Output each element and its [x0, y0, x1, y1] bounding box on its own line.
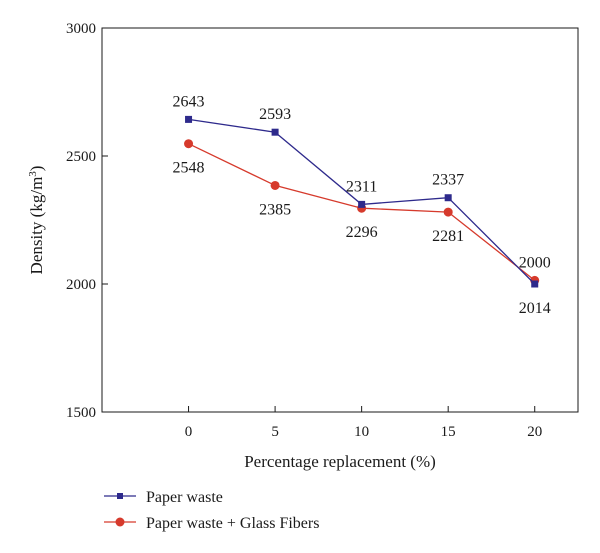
legend-label-paper-waste-glass-fibers: Paper waste + Glass Fibers [146, 515, 319, 532]
x-tick-label: 15 [441, 424, 456, 440]
y-tick-label: 1500 [66, 405, 96, 421]
x-tick-label: 10 [354, 424, 369, 440]
point-paper-waste-glass-fibers [270, 180, 280, 190]
point-paper-waste [531, 280, 539, 288]
ticks-layer: 1500 2000 2500 3000 0 5 10 15 20 [66, 21, 542, 440]
series-layer [184, 115, 540, 288]
y-axis-label: Density (kg/m3) [27, 166, 46, 275]
x-tick-label: 20 [527, 424, 542, 440]
plot-frame [101, 27, 579, 413]
data-label-paper-waste: 2014 [519, 300, 551, 317]
point-paper-waste-glass-fibers [443, 207, 453, 217]
y-axis-label-sup: 3 [27, 171, 39, 177]
data-label-paper-waste-glass-fibers: 2548 [173, 160, 205, 177]
data-label-paper-waste-glass-fibers: 2296 [346, 224, 378, 241]
point-paper-waste [444, 194, 452, 202]
y-axis-label-tail: ) [27, 166, 46, 172]
point-paper-waste [271, 128, 279, 136]
legend-label-paper-waste: Paper waste [146, 489, 223, 506]
y-tick-label: 3000 [66, 21, 96, 37]
data-labels-layer: 2643 2593 2311 2337 2014 2548 2385 2296 2281 2000 [173, 93, 551, 317]
legend-marker-paper-waste-glass-fibers [115, 517, 125, 527]
legend: Paper waste Paper waste + Glass Fibers [104, 489, 319, 532]
x-tick-label: 5 [271, 424, 279, 440]
point-paper-waste [358, 200, 366, 208]
y-tick-label: 2000 [66, 277, 96, 293]
data-label-paper-waste-glass-fibers: 2281 [432, 228, 464, 245]
x-axis-label: Percentage replacement (%) [244, 452, 436, 471]
data-label-paper-waste: 2337 [432, 172, 464, 189]
data-label-paper-waste: 2593 [259, 106, 291, 123]
point-paper-waste-glass-fibers [184, 139, 194, 149]
data-label-paper-waste-glass-fibers: 2385 [259, 201, 291, 218]
legend-marker-paper-waste [117, 493, 123, 499]
x-tick-label: 0 [185, 424, 193, 440]
y-axis-label-main: Density (kg/m [27, 177, 46, 275]
data-label-paper-waste: 2311 [346, 178, 377, 195]
y-tick-label: 2500 [66, 149, 96, 165]
point-paper-waste [185, 115, 193, 123]
data-label-paper-waste: 2643 [173, 93, 205, 110]
data-label-paper-waste-glass-fibers: 2000 [519, 254, 551, 271]
